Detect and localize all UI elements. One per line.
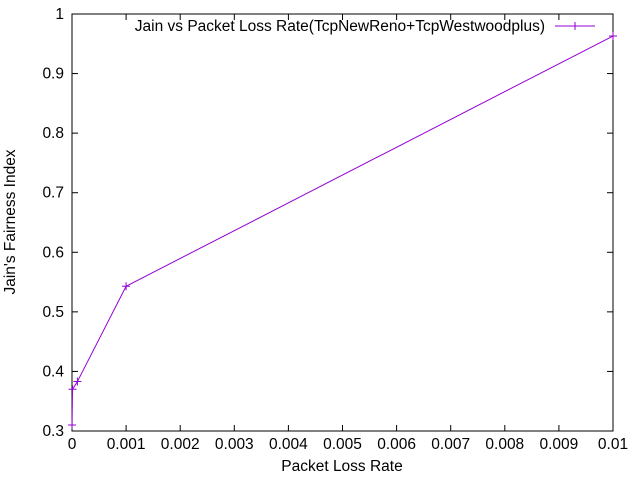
y-axis-label: Jain's Fairness Index — [2, 149, 19, 294]
y-tick-label: 0.7 — [42, 185, 64, 202]
y-axis: 0.3 0.4 0.5 0.6 0.7 0.8 0.9 1 — [42, 6, 613, 440]
data-point-marker — [122, 282, 131, 291]
y-tick-label: 0.4 — [42, 363, 64, 380]
x-tick-label: 0.004 — [269, 436, 308, 453]
y-tick-label: 0.9 — [42, 66, 64, 83]
x-tick-label: 0.003 — [215, 436, 254, 453]
series-line — [71, 35, 614, 426]
legend-label: Jain vs Packet Loss Rate(TcpNewReno+TcpW… — [135, 18, 545, 35]
legend-marker — [571, 22, 579, 30]
plot-frame — [71, 13, 614, 432]
y-tick-label: 1 — [55, 6, 64, 23]
x-tick-label: 0.006 — [377, 436, 416, 453]
x-tick-label: 0.007 — [431, 436, 470, 453]
legend: Jain vs Packet Loss Rate(TcpNewReno+TcpW… — [135, 18, 595, 35]
data-point-marker — [609, 32, 617, 41]
data-point-marker — [68, 421, 77, 430]
data-point-marker — [68, 385, 77, 394]
y-tick-label: 0.5 — [42, 304, 64, 321]
series-layer — [68, 32, 617, 430]
y-tick-label: 0.3 — [42, 423, 64, 440]
x-tick-label: 0.005 — [323, 436, 362, 453]
x-axis-label: Packet Loss Rate — [281, 458, 402, 475]
x-tick-label: 0.01 — [598, 436, 628, 453]
x-tick-label: 0 — [68, 436, 77, 453]
y-tick-label: 0.6 — [42, 244, 64, 261]
x-tick-label: 0.001 — [107, 436, 146, 453]
x-tick-label: 0.008 — [485, 436, 524, 453]
x-axis: 0 0.001 0.002 0.003 0.004 0.005 0.006 0.007 0.00… — [68, 14, 628, 453]
x-tick-label: 0.002 — [161, 436, 200, 453]
x-tick-label: 0.009 — [540, 436, 579, 453]
data-point-marker — [73, 377, 82, 386]
y-tick-label: 0.8 — [42, 125, 64, 142]
